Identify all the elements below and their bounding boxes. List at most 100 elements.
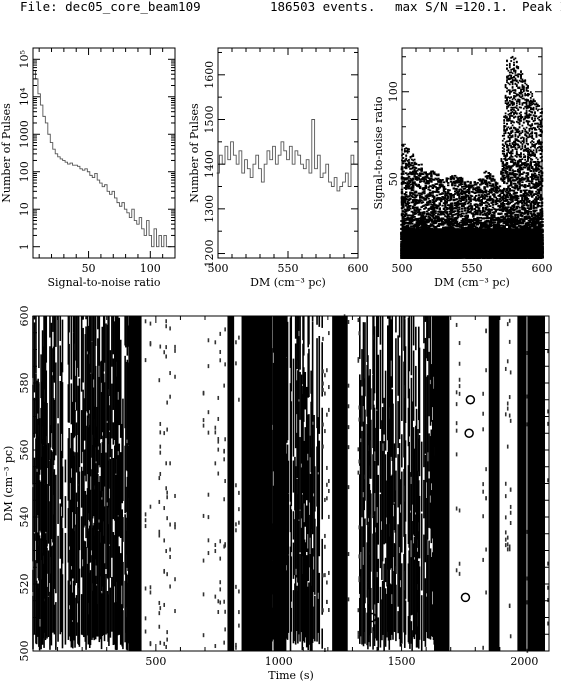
sn-point (506, 79, 508, 82)
sn-point (510, 111, 513, 114)
sn-point (504, 83, 507, 86)
sn-point (504, 96, 507, 99)
sn-point (511, 68, 514, 71)
sn-point (428, 193, 432, 195)
sn-point (402, 206, 405, 209)
sn-point (500, 178, 503, 181)
sn-point (442, 208, 446, 210)
sn-point (499, 226, 504, 229)
sn-point (430, 180, 433, 182)
sn-point (433, 200, 436, 203)
sn-point (462, 188, 465, 190)
sn-point (501, 198, 504, 200)
sn-point (410, 162, 413, 164)
sn-point (489, 199, 492, 202)
sn-point (494, 191, 497, 194)
sn-point (450, 218, 455, 221)
sn-point (428, 201, 432, 204)
sn-point (507, 151, 510, 153)
sn-point (487, 208, 490, 211)
sn-point (504, 114, 507, 117)
sn-point (423, 177, 426, 180)
sn-point (476, 211, 479, 214)
sn-point (407, 187, 411, 190)
sn-point (416, 194, 419, 197)
sn-point (462, 204, 465, 207)
sn-point (412, 155, 415, 157)
sn-point (506, 122, 508, 125)
sn-point (419, 208, 422, 211)
sn-point (462, 203, 465, 206)
sn-point (511, 124, 514, 127)
sn-point (475, 223, 480, 226)
sn-point (466, 202, 469, 205)
sn-point (501, 203, 504, 206)
sn-point (498, 213, 502, 216)
sn-point (442, 213, 446, 216)
sn-point (428, 178, 432, 180)
sn-point (444, 192, 447, 195)
sn-point (506, 96, 508, 99)
sn-point (506, 159, 508, 161)
sn-point (490, 191, 493, 194)
sn-point (454, 202, 457, 205)
sn-point (465, 184, 468, 187)
sn-point (494, 196, 497, 199)
sn-point (441, 212, 444, 214)
sn-point (436, 220, 441, 223)
sn-point (462, 192, 465, 194)
sn-point (513, 97, 515, 99)
sn-point (466, 209, 469, 212)
sn-point (476, 204, 479, 207)
sn-point (442, 189, 446, 192)
sn-point (479, 189, 482, 192)
sn-point (405, 202, 408, 205)
sn-point (486, 182, 489, 185)
sn-point (503, 204, 506, 207)
sn-point (430, 174, 433, 177)
sn-point (466, 194, 469, 197)
sn-point (489, 189, 492, 191)
sn-point (504, 159, 507, 162)
sn-point (414, 167, 418, 169)
sn-point (484, 214, 488, 217)
sn-point (511, 179, 514, 182)
sn-point (462, 212, 465, 215)
sn-point (501, 192, 504, 195)
sn-point (475, 209, 478, 212)
sn-vs-dm-points (400, 55, 544, 259)
sn-point (497, 187, 500, 190)
sn-point (451, 205, 454, 208)
y-tick-label: 1000 (18, 120, 31, 148)
sn-point (489, 174, 492, 176)
sn-point (421, 196, 425, 199)
sn-point (503, 174, 506, 177)
sn-point (405, 182, 408, 185)
sn-point (464, 217, 469, 220)
sn-point (413, 182, 416, 185)
sn-point (409, 179, 412, 182)
sn-point (473, 210, 476, 213)
sn-point (493, 208, 496, 210)
sn-point (454, 190, 457, 193)
sn-point (507, 179, 510, 181)
sn-point (427, 182, 430, 185)
sn-point (451, 194, 454, 197)
dm-histogram (216, 119, 357, 192)
sn-point (459, 176, 462, 179)
sn-point (419, 168, 422, 171)
sn-point (503, 200, 506, 202)
sn-point (476, 210, 479, 213)
sn-point (427, 177, 430, 179)
sn-point (434, 212, 437, 215)
sn-point (508, 66, 511, 69)
sn-point (484, 190, 488, 192)
sn-point (501, 178, 504, 181)
sn-point (438, 198, 441, 201)
sn-point (441, 185, 444, 188)
sn-point (501, 143, 504, 146)
sn-point (402, 198, 405, 201)
sn-point (440, 200, 443, 203)
sn-point (511, 129, 514, 132)
sn-point (510, 219, 515, 222)
